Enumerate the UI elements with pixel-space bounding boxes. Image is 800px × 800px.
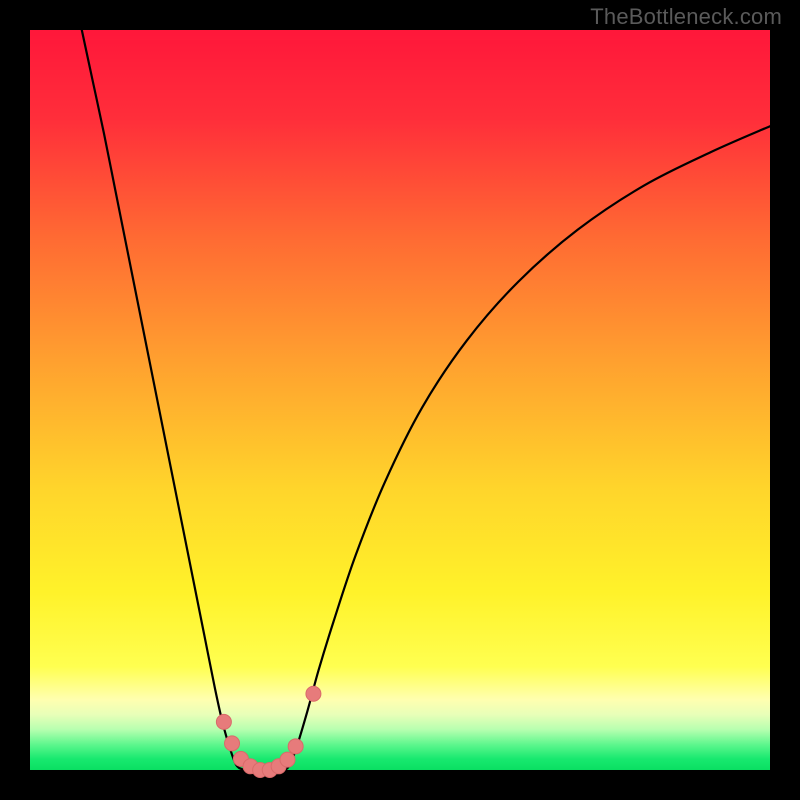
data-marker	[280, 752, 295, 767]
plot-background-gradient	[30, 30, 770, 770]
marker-detached	[306, 686, 321, 701]
bottleneck-chart	[0, 0, 800, 800]
chart-stage: TheBottleneck.com	[0, 0, 800, 800]
data-marker	[216, 714, 231, 729]
watermark-text: TheBottleneck.com	[590, 4, 782, 30]
data-marker	[306, 686, 321, 701]
data-marker	[288, 739, 303, 754]
data-marker	[225, 736, 240, 751]
